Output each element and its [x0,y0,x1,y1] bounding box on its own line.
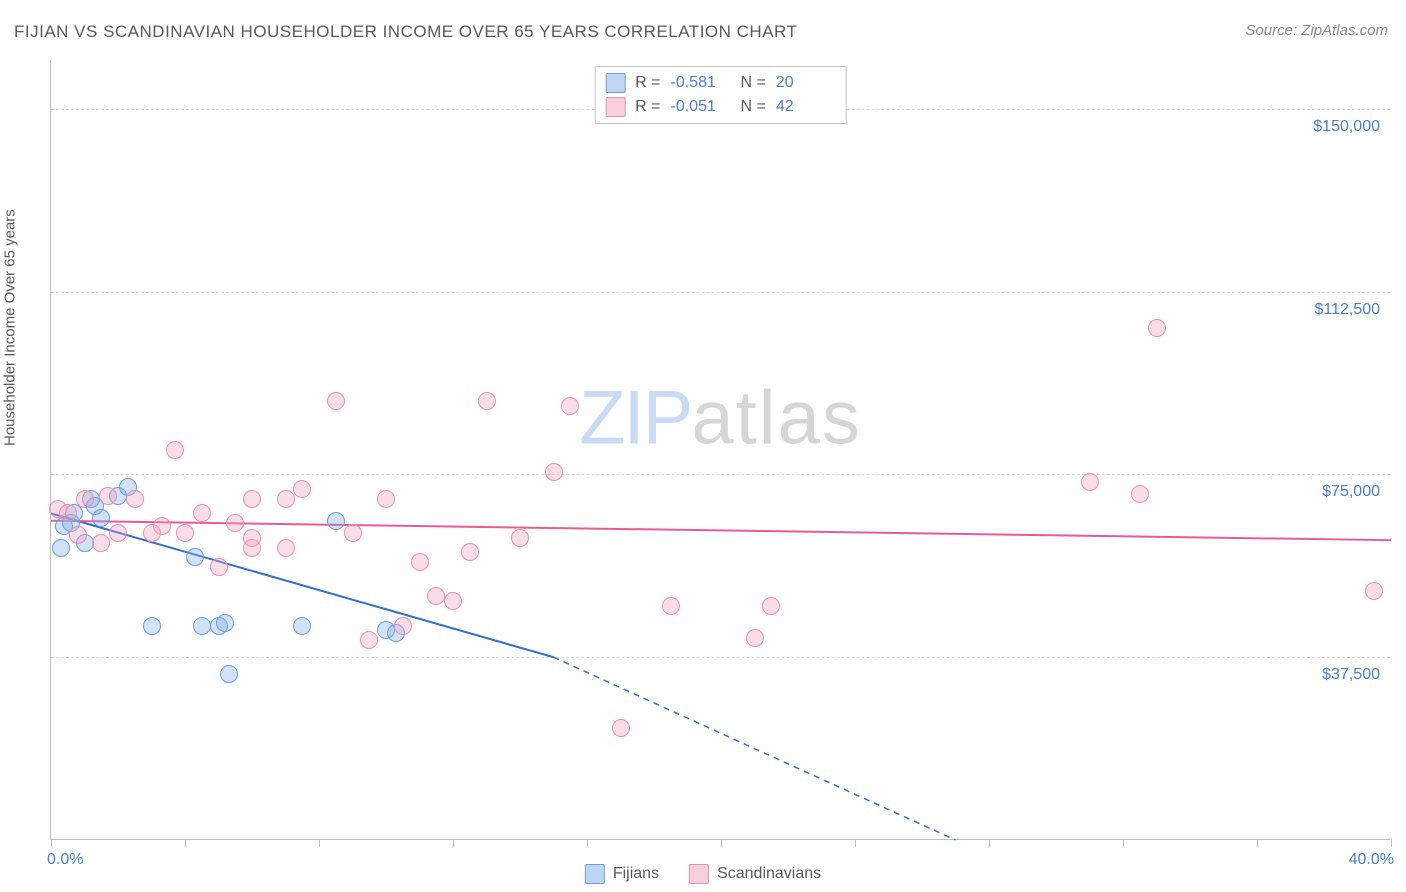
scatter-point-scandinavians [511,529,529,547]
x-tick [185,839,186,847]
y-tick-label: $150,000 [1313,118,1380,136]
scatter-point-scandinavians [293,480,311,498]
scatter-point-scandinavians [277,490,295,508]
gridline [51,657,1390,658]
x-tick [1257,839,1258,847]
gridline [51,292,1390,293]
stats-row-fijians: R = -0.581 N = 20 [605,71,836,95]
r-label: R = [635,98,660,116]
scatter-point-fijians [220,665,238,683]
x-tick [989,839,990,847]
scatter-point-scandinavians [662,597,680,615]
scatter-point-scandinavians [69,526,87,544]
legend-item-scandinavians: Scandinavians [689,864,821,884]
n-label: N = [741,74,766,92]
legend-item-fijians: Fijians [585,864,659,884]
y-tick-label: $37,500 [1322,666,1380,684]
y-axis-label: Householder Income Over 65 years [2,209,19,446]
x-axis-end-label: 40.0% [1349,851,1394,869]
scatter-point-scandinavians [344,524,362,542]
stats-row-scandinavians: R = -0.051 N = 42 [605,95,836,119]
swatch-blue-icon [585,864,605,884]
scatter-point-fijians [52,539,70,557]
scatter-point-scandinavians [1365,582,1383,600]
scatter-point-fijians [186,548,204,566]
scatter-point-scandinavians [444,592,462,610]
scatter-point-scandinavians [327,392,345,410]
scatter-point-scandinavians [461,543,479,561]
swatch-blue-icon [605,73,625,93]
trend-line-extrapolated-fijians [554,657,956,840]
x-tick [51,839,52,847]
scatter-point-fijians [216,614,234,632]
scatter-point-scandinavians [76,490,94,508]
scatter-point-scandinavians [561,397,579,415]
bottom-legend: Fijians Scandinavians [585,864,821,884]
x-tick [453,839,454,847]
x-tick [319,839,320,847]
source-attribution: Source: ZipAtlas.com [1245,22,1388,39]
scatter-point-scandinavians [746,629,764,647]
scatter-point-scandinavians [545,463,563,481]
legend-label-scandinavians: Scandinavians [717,865,821,883]
swatch-pink-icon [605,97,625,117]
scatter-point-scandinavians [360,631,378,649]
x-tick [855,839,856,847]
plot-area: ZIPatlas $37,500$75,000$112,500$150,000 … [50,60,1390,840]
n-value-fijians: 20 [776,74,836,92]
x-tick [1123,839,1124,847]
scatter-point-scandinavians [478,392,496,410]
scatter-point-scandinavians [126,490,144,508]
r-value-fijians: -0.581 [671,74,731,92]
x-tick [721,839,722,847]
swatch-pink-icon [689,864,709,884]
n-value-scandinavians: 42 [776,98,836,116]
y-tick-label: $75,000 [1322,483,1380,501]
scatter-point-scandinavians [1131,485,1149,503]
watermark-zip: ZIP [579,376,691,461]
scatter-point-scandinavians [612,719,630,737]
scatter-point-scandinavians [427,587,445,605]
scatter-point-scandinavians [176,524,194,542]
scatter-point-scandinavians [243,490,261,508]
scatter-point-scandinavians [762,597,780,615]
gridline [51,474,1390,475]
watermark: ZIPatlas [579,375,862,462]
scatter-point-scandinavians [377,490,395,508]
x-tick [587,839,588,847]
x-tick [1391,839,1392,847]
scatter-point-scandinavians [193,504,211,522]
scatter-point-scandinavians [277,539,295,557]
scatter-point-fijians [293,617,311,635]
scatter-point-fijians [193,617,211,635]
scatter-point-scandinavians [243,529,261,547]
stats-legend: R = -0.581 N = 20 R = -0.051 N = 42 [594,66,847,124]
chart-title: FIJIAN VS SCANDINAVIAN HOUSEHOLDER INCOM… [14,22,797,42]
scatter-point-scandinavians [394,617,412,635]
n-label: N = [741,98,766,116]
trend-lines [51,60,1391,840]
scatter-point-scandinavians [109,524,127,542]
scatter-point-scandinavians [226,514,244,532]
watermark-atlas: atlas [691,376,862,461]
x-axis-start-label: 0.0% [47,851,83,869]
r-value-scandinavians: -0.051 [671,98,731,116]
scatter-point-scandinavians [92,534,110,552]
scatter-point-scandinavians [99,487,117,505]
scatter-point-scandinavians [210,558,228,576]
y-tick-label: $112,500 [1314,301,1380,319]
scatter-point-scandinavians [1148,319,1166,337]
scatter-point-scandinavians [166,441,184,459]
scatter-point-fijians [143,617,161,635]
scatter-point-scandinavians [411,553,429,571]
scatter-point-scandinavians [59,504,77,522]
scatter-point-fijians [327,512,345,530]
scatter-point-scandinavians [1081,473,1099,491]
legend-label-fijians: Fijians [613,865,659,883]
r-label: R = [635,74,660,92]
scatter-point-fijians [92,509,110,527]
scatter-point-scandinavians [153,517,171,535]
